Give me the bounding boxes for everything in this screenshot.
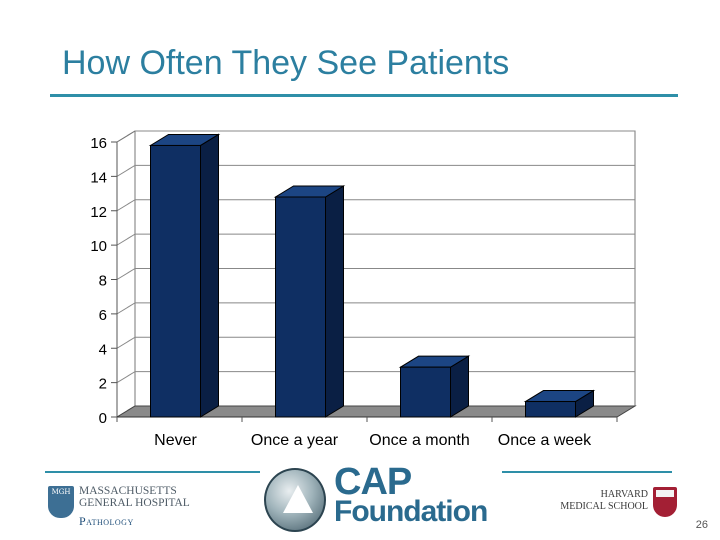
y-grid-connector: [116, 268, 136, 280]
harvard-line1: HARVARD: [600, 489, 648, 500]
y-grid-connector: [116, 371, 136, 384]
bar: [400, 366, 451, 418]
left-wall-top: [116, 130, 136, 143]
x-category-label: Once a month: [369, 432, 470, 449]
harvard-line2: MEDICAL SCHOOL: [560, 501, 648, 512]
mgh-shield-icon: MGH: [48, 486, 74, 518]
mgh-name-line2: GENERAL HOSPITAL: [79, 497, 190, 509]
x-category-label: Once a year: [251, 432, 339, 449]
footer-rule-left: [45, 471, 260, 473]
y-grid-connector: [116, 199, 136, 212]
bar: [275, 196, 326, 418]
title-divider: [50, 94, 678, 97]
mgh-name-line1: MASSACHUSETTS: [79, 485, 177, 497]
harvard-shield-icon: [653, 487, 677, 517]
y-grid-connector: [116, 302, 136, 315]
cap-word: CAP: [334, 461, 412, 503]
footer-rule-right: [502, 471, 672, 473]
bar-side: [325, 185, 344, 418]
slide-title: How Often They See Patients: [62, 44, 510, 82]
bar-chart: 0 2 4 6 8 10 12 14 16 Never Once a year Once a mont…: [90, 130, 637, 449]
foundation-word: Foundation: [334, 495, 488, 528]
x-category-label: Never: [154, 432, 197, 449]
y-tick-label: 12: [90, 204, 107, 221]
cap-emblem-icon: [264, 468, 326, 532]
chart-bars: [148, 133, 596, 418]
y-grid-connector: [116, 233, 136, 246]
y-tick-label: 4: [99, 341, 107, 358]
mgh-pathology-logo: MGH MASSACHUSETTS GENERAL HOSPITAL Patho…: [48, 484, 208, 532]
y-tick-label: 8: [99, 273, 107, 290]
cap-foundation-logo: CAP Foundation: [262, 461, 502, 534]
bar-side: [200, 133, 219, 418]
harvard-medical-school-logo: HARVARD MEDICAL SCHOOL: [536, 489, 648, 513]
y-tick-label: 6: [99, 307, 107, 324]
page-number: 26: [695, 519, 708, 531]
bar: [525, 401, 576, 418]
x-category-label: Once a week: [498, 432, 592, 449]
y-grid-connector: [116, 336, 136, 349]
bar: [150, 144, 201, 418]
chart-labels: 0 2 4 6 8 10 12 14 16 Never Once a year Once a mont…: [90, 135, 592, 449]
y-tick-label: 14: [90, 169, 107, 186]
y-tick-label: 16: [90, 135, 107, 152]
y-grid-connector: [116, 164, 136, 177]
mgh-department: Pathology: [79, 514, 134, 528]
y-tick-label: 2: [99, 376, 107, 393]
mgh-name: MASSACHUSETTS GENERAL HOSPITAL: [79, 485, 190, 509]
y-tick-label: 0: [99, 410, 107, 427]
y-tick-label: 10: [90, 238, 107, 255]
